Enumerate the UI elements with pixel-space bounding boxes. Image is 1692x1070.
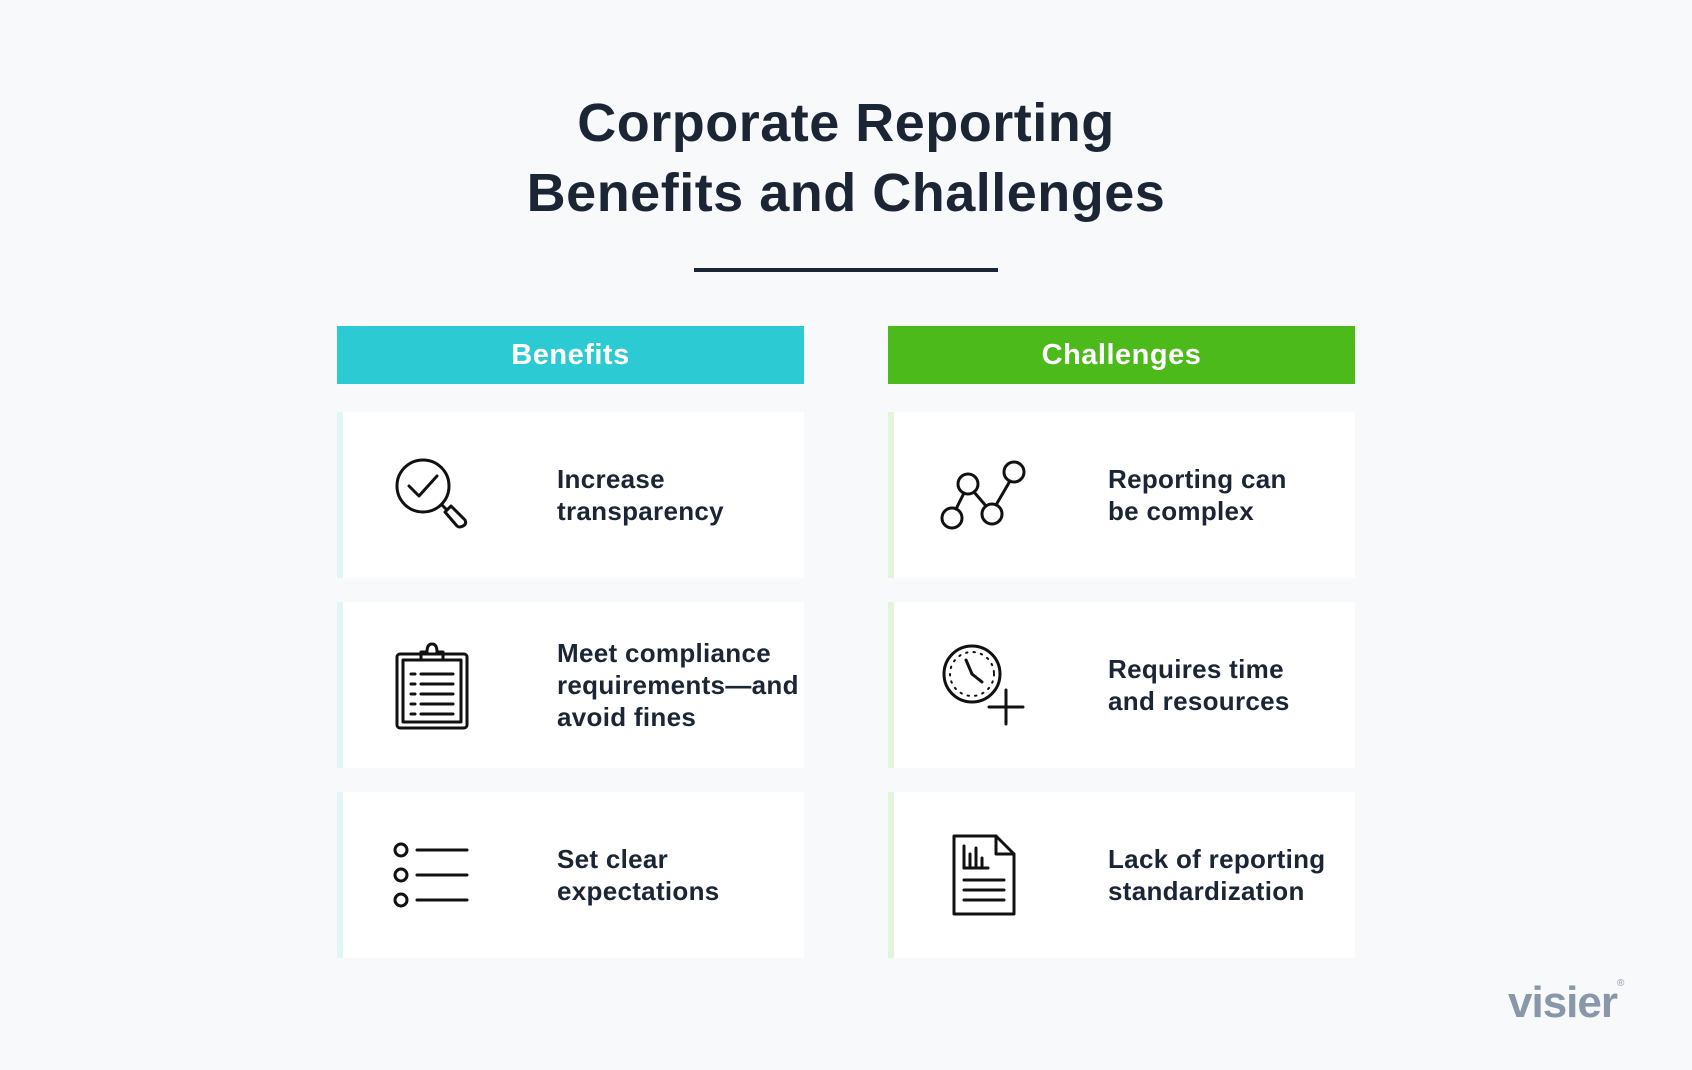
- card-accent: [337, 412, 343, 578]
- benefit-text: Increase transparency: [557, 464, 724, 526]
- card-accent: [337, 792, 343, 958]
- challenge-card: Lack of reporting standardization: [888, 792, 1355, 958]
- logo-text: visier: [1508, 978, 1618, 1027]
- challenge-card: Requires time and resources: [888, 602, 1355, 768]
- page-title: Corporate Reporting Benefits and Challen…: [0, 88, 1692, 228]
- clipboard-list-icon: [387, 640, 477, 730]
- benefits-header: Benefits: [337, 326, 804, 384]
- benefit-card: Set clear expectations: [337, 792, 804, 958]
- magnifier-check-icon: [387, 450, 477, 540]
- challenges-column: Challenges Reporting can be complex: [888, 326, 1355, 958]
- card-accent: [337, 602, 343, 768]
- challenge-card: Reporting can be complex: [888, 412, 1355, 578]
- challenge-text: Lack of reporting standardization: [1108, 844, 1326, 906]
- title-line-1: Corporate Reporting: [577, 93, 1115, 153]
- card-accent: [888, 412, 894, 578]
- benefit-text: Meet compliance requirements—and avoid f…: [557, 638, 799, 732]
- challenge-text: Reporting can be complex: [1108, 464, 1287, 526]
- document-chart-icon: [938, 830, 1028, 920]
- node-network-icon: [938, 450, 1028, 540]
- title-divider: [694, 268, 998, 272]
- benefit-text: Set clear expectations: [557, 844, 720, 906]
- registered-mark: ®: [1616, 978, 1624, 989]
- benefits-column: Benefits Increase transparency: [337, 326, 804, 958]
- bullet-list-icon: [387, 830, 477, 920]
- challenges-header: Challenges: [888, 326, 1355, 384]
- title-line-2: Benefits and Challenges: [526, 163, 1166, 223]
- visier-logo: visier®: [1508, 978, 1624, 1028]
- benefit-card: Meet compliance requirements—and avoid f…: [337, 602, 804, 768]
- card-accent: [888, 602, 894, 768]
- card-accent: [888, 792, 894, 958]
- clock-plus-icon: [938, 640, 1028, 730]
- benefit-card: Increase transparency: [337, 412, 804, 578]
- challenge-text: Requires time and resources: [1108, 654, 1290, 716]
